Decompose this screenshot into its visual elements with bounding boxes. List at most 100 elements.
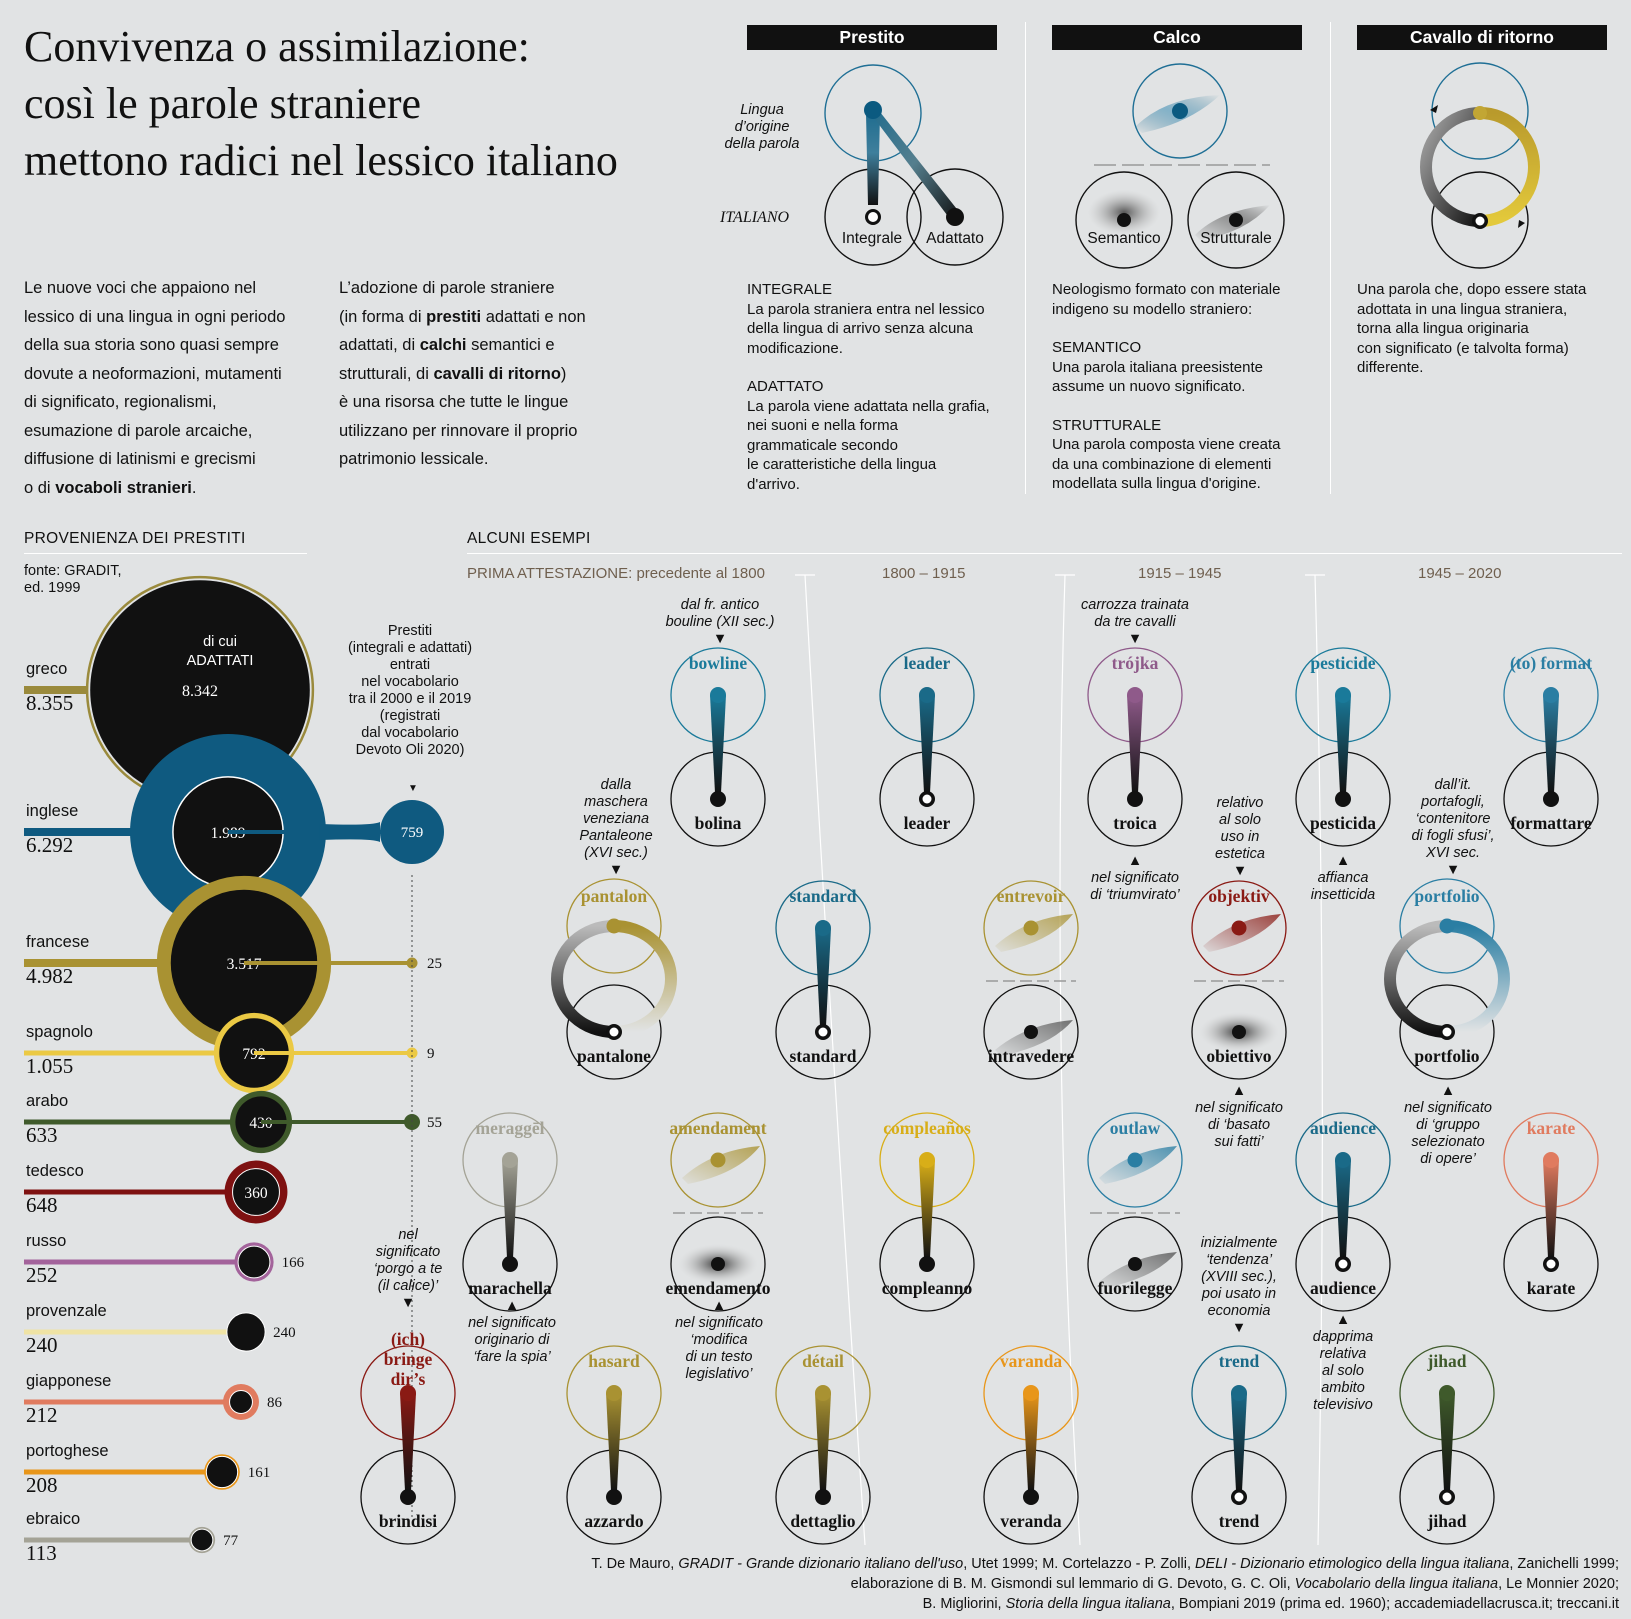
language-name: russo — [26, 1232, 67, 1250]
foreign-dot — [1127, 1152, 1143, 1168]
italian-word: brindisi — [378, 1511, 438, 1531]
italian-word: pantalone — [577, 1046, 651, 1066]
foreign-word: trend — [1218, 1351, 1260, 1371]
foreign-word: compleaños — [883, 1118, 971, 1138]
fonte-label: fonte: GRADIT, ed. 1999 — [24, 563, 122, 596]
sources: T. De Mauro, GRADIT - Grande dizionario … — [591, 1556, 1619, 1612]
strutturale-label: Strutturale — [1200, 230, 1272, 247]
italian-dot — [710, 791, 726, 807]
italian-word: emendamento — [665, 1278, 771, 1298]
adattati-value: 161 — [248, 1465, 270, 1481]
italian-dot-inner — [1338, 1259, 1348, 1269]
page-title: Convivenza o assimilazione: così le paro… — [24, 22, 618, 185]
language-name: francese — [26, 933, 90, 951]
italian-dot — [919, 1256, 935, 1272]
example-21 — [1399, 1345, 1495, 1545]
note-brindisi: nel significato ‘porgo a te (il calice)’ ▼ — [373, 1227, 443, 1311]
language-bubble-provenzale: 240 — [24, 1312, 296, 1352]
italian-word: trend — [1218, 1511, 1260, 1531]
foreign-word: (to) format — [1509, 653, 1593, 673]
language-bubble-portoghese: 161 — [24, 1454, 270, 1490]
adattati-bubble — [190, 1528, 214, 1552]
recent-loans-label: Prestiti (integrali e adattati) entrati … — [347, 623, 473, 758]
calco-diagram — [1075, 63, 1285, 269]
adattati-value: 360 — [244, 1185, 268, 1202]
language-name: giapponese — [26, 1372, 112, 1390]
italian-dot-inner — [818, 1027, 828, 1037]
foreign-circle — [670, 1112, 766, 1208]
language-total: 113 — [26, 1541, 57, 1565]
intro-text-1: Le nuove voci che appaiono nel lessico d… — [24, 279, 286, 497]
example-7 — [983, 880, 1079, 1080]
language-name: greco — [26, 660, 68, 678]
example-18 — [775, 1345, 871, 1545]
note-pantalon: dalla maschera veneziana Pantaleone (XVI sec… — [579, 777, 653, 878]
semantico-label: Semantico — [1087, 230, 1161, 247]
foreign-dot — [1439, 918, 1455, 934]
esempi-heading: ALCUNI ESEMPI — [467, 530, 591, 547]
language-bubble-giapponese: 86 — [24, 1384, 282, 1420]
adattati-bubble — [237, 1245, 271, 1279]
foreign-word: jihad — [1427, 1351, 1467, 1371]
italian-word: jihad — [1427, 1511, 1467, 1531]
italiano-label: ITALIANO — [720, 209, 790, 226]
foreign-word: amendament — [669, 1118, 767, 1138]
foreign-dot — [606, 1385, 622, 1401]
foreign-dot — [919, 1152, 935, 1168]
period-label-3: 1915 – 1945 — [1138, 565, 1222, 582]
foreign-dot — [710, 1152, 726, 1168]
foreign-word: bowline — [688, 653, 748, 673]
return-arc — [1384, 920, 1448, 1038]
italian-dot — [400, 1489, 416, 1505]
example-8 — [1191, 880, 1287, 1080]
language-total: 8.355 — [26, 691, 74, 715]
return-arc — [1446, 920, 1510, 1038]
italian-word: leader — [903, 813, 951, 833]
cavallo-header: Cavallo di ritorno — [1357, 25, 1607, 50]
stem — [400, 1393, 416, 1491]
language-name: portoghese — [26, 1442, 109, 1460]
note-emendamento: ▲ nel significato ‘modifica di un testo legi… — [675, 1298, 763, 1382]
stem — [815, 928, 831, 1026]
stem — [1023, 1393, 1039, 1491]
adattati-bubble — [232, 1168, 280, 1216]
return-arc — [613, 920, 677, 1038]
italian-word: formattare — [1510, 813, 1592, 833]
italian-circle — [1191, 984, 1287, 1080]
foreign-dot — [1335, 1152, 1351, 1168]
example-19 — [983, 1345, 1079, 1545]
note-pesticida: ▲ affianca insetticida — [1310, 853, 1376, 903]
adattati-bubble — [226, 1312, 266, 1352]
note-audience: ▲ dapprima relativa al solo ambito televisivo — [1312, 1312, 1374, 1413]
integrale-label: Integrale — [841, 230, 903, 247]
example-14 — [1295, 1112, 1391, 1312]
example-17 — [566, 1345, 662, 1545]
stem — [1335, 695, 1351, 793]
stem — [1543, 695, 1559, 793]
foreign-dot — [1543, 687, 1559, 703]
italian-dot — [1232, 1025, 1246, 1039]
note-objektiv: relativo al solo uso in estetica ▼ — [1215, 795, 1265, 879]
language-total: 252 — [26, 1263, 58, 1287]
example-11 — [670, 1112, 766, 1312]
foreign-dot — [1231, 920, 1247, 936]
example-6 — [775, 880, 871, 1080]
example-9 — [1384, 878, 1510, 1080]
foreign-dot — [710, 687, 726, 703]
italian-circle — [983, 984, 1079, 1080]
foreign-word: audience — [1309, 1118, 1377, 1138]
italian-word: compleanno — [881, 1278, 973, 1298]
italian-word: pesticida — [1309, 813, 1377, 833]
return-arc — [551, 920, 615, 1038]
stem — [502, 1160, 518, 1258]
italian-dot — [606, 1489, 622, 1505]
note-obiettivo: ▲ nel significato di ‘basato sui fatti’ — [1195, 1083, 1283, 1150]
example-15 — [1503, 1112, 1599, 1312]
example-3 — [1295, 647, 1391, 847]
divider — [1025, 22, 1026, 494]
example-0 — [670, 647, 766, 847]
adattati-value: 240 — [273, 1325, 296, 1341]
foreign-word: varanda — [999, 1351, 1063, 1371]
language-bubble-tedesco: 360 — [24, 1160, 288, 1224]
